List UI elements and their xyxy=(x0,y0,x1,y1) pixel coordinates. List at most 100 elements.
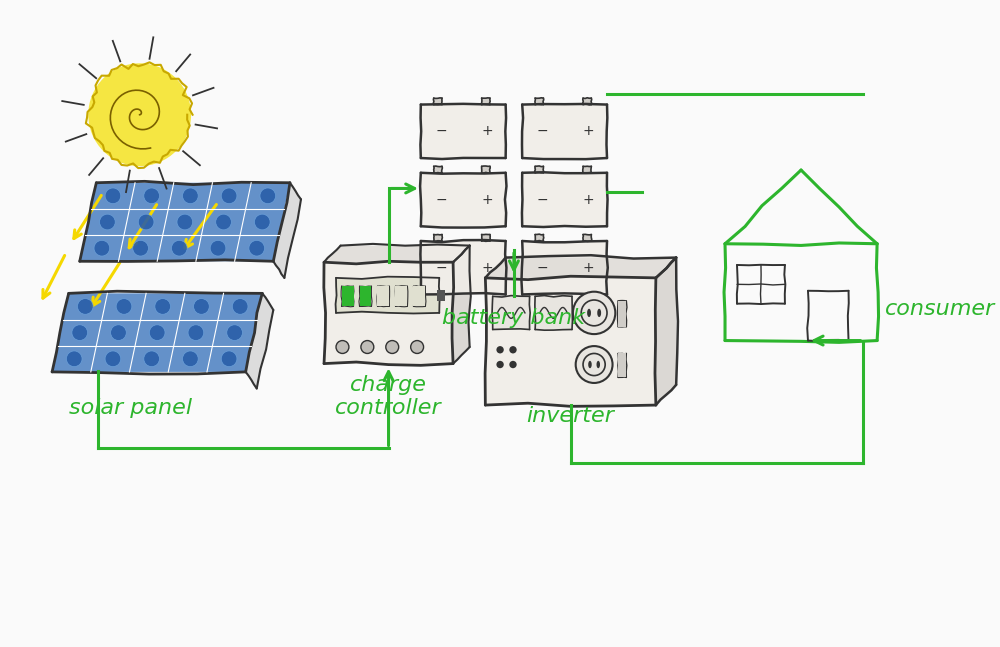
Polygon shape xyxy=(421,105,506,158)
Circle shape xyxy=(188,325,204,340)
Polygon shape xyxy=(535,166,543,173)
Circle shape xyxy=(183,188,198,204)
Text: +: + xyxy=(481,124,493,138)
Text: −: − xyxy=(537,193,548,206)
Polygon shape xyxy=(437,290,445,301)
Polygon shape xyxy=(336,278,439,313)
Ellipse shape xyxy=(597,309,601,317)
Circle shape xyxy=(100,214,115,230)
Polygon shape xyxy=(485,278,656,405)
Circle shape xyxy=(232,299,248,314)
Circle shape xyxy=(116,299,132,314)
Circle shape xyxy=(509,361,517,368)
Circle shape xyxy=(496,361,504,368)
Text: −: − xyxy=(435,193,447,206)
Polygon shape xyxy=(493,296,530,329)
Circle shape xyxy=(177,214,193,230)
Polygon shape xyxy=(273,182,301,278)
Text: −: − xyxy=(537,124,548,138)
Text: −: − xyxy=(435,261,447,275)
Polygon shape xyxy=(522,173,607,226)
Polygon shape xyxy=(324,246,470,262)
Polygon shape xyxy=(535,296,572,329)
Circle shape xyxy=(144,351,159,367)
Polygon shape xyxy=(583,235,591,241)
Polygon shape xyxy=(377,286,389,307)
Circle shape xyxy=(336,340,349,353)
Text: +: + xyxy=(583,124,594,138)
Circle shape xyxy=(66,351,82,367)
Text: +: + xyxy=(481,261,493,275)
Polygon shape xyxy=(656,258,676,405)
Polygon shape xyxy=(434,166,442,173)
Polygon shape xyxy=(421,241,506,294)
Polygon shape xyxy=(395,286,407,307)
Circle shape xyxy=(155,299,171,314)
Text: +: + xyxy=(583,193,594,206)
Circle shape xyxy=(227,325,242,340)
Circle shape xyxy=(254,214,270,230)
Text: consumer: consumer xyxy=(884,299,995,319)
Text: −: − xyxy=(435,124,447,138)
Circle shape xyxy=(221,351,237,367)
Circle shape xyxy=(249,240,265,256)
Polygon shape xyxy=(413,286,425,307)
Ellipse shape xyxy=(588,361,592,368)
Polygon shape xyxy=(482,235,490,241)
Polygon shape xyxy=(342,286,354,307)
Polygon shape xyxy=(583,98,591,105)
Circle shape xyxy=(149,325,165,340)
Polygon shape xyxy=(522,241,607,294)
Circle shape xyxy=(221,188,237,204)
Polygon shape xyxy=(421,173,506,226)
Text: +: + xyxy=(481,193,493,206)
Circle shape xyxy=(576,346,613,383)
Circle shape xyxy=(105,188,121,204)
Polygon shape xyxy=(453,246,470,364)
Polygon shape xyxy=(434,98,442,105)
Polygon shape xyxy=(583,166,591,173)
Circle shape xyxy=(111,325,126,340)
Circle shape xyxy=(496,346,504,353)
Polygon shape xyxy=(52,293,262,372)
Polygon shape xyxy=(535,235,543,241)
Text: inverter: inverter xyxy=(527,406,615,426)
Polygon shape xyxy=(246,293,273,388)
Polygon shape xyxy=(360,286,371,307)
Circle shape xyxy=(144,188,159,204)
Polygon shape xyxy=(482,98,490,105)
Circle shape xyxy=(171,240,187,256)
Circle shape xyxy=(72,325,88,340)
Circle shape xyxy=(138,214,154,230)
Ellipse shape xyxy=(597,361,600,368)
Circle shape xyxy=(94,240,110,256)
Text: −: − xyxy=(537,261,548,275)
Text: +: + xyxy=(583,261,594,275)
Circle shape xyxy=(77,299,93,314)
Ellipse shape xyxy=(587,309,591,317)
Circle shape xyxy=(194,299,209,314)
Polygon shape xyxy=(485,258,676,278)
Polygon shape xyxy=(535,98,543,105)
Circle shape xyxy=(133,240,148,256)
Circle shape xyxy=(216,214,231,230)
Polygon shape xyxy=(522,105,607,158)
Circle shape xyxy=(386,340,399,353)
Circle shape xyxy=(183,351,198,367)
Text: solar panel: solar panel xyxy=(69,399,192,419)
Text: charge
controller: charge controller xyxy=(335,375,442,418)
Polygon shape xyxy=(618,353,626,377)
Circle shape xyxy=(260,188,276,204)
Circle shape xyxy=(105,351,121,367)
Text: battery bank: battery bank xyxy=(442,308,585,328)
Polygon shape xyxy=(434,235,442,241)
Circle shape xyxy=(89,64,190,166)
Polygon shape xyxy=(618,301,626,327)
Polygon shape xyxy=(324,262,453,364)
Circle shape xyxy=(411,340,424,353)
Polygon shape xyxy=(80,182,290,261)
Circle shape xyxy=(509,346,517,353)
Polygon shape xyxy=(482,166,490,173)
Circle shape xyxy=(361,340,374,353)
Circle shape xyxy=(573,292,615,334)
